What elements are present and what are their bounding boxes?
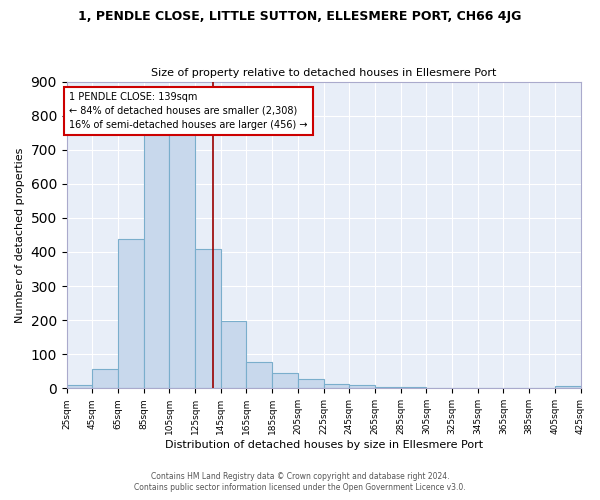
Bar — [272, 374, 298, 388]
Title: Size of property relative to detached houses in Ellesmere Port: Size of property relative to detached ho… — [151, 68, 496, 78]
Bar — [298, 379, 323, 388]
Bar — [92, 368, 118, 388]
Bar — [169, 132, 195, 388]
Text: 1 PENDLE CLOSE: 139sqm
← 84% of detached houses are smaller (2,308)
16% of semi-: 1 PENDLE CLOSE: 139sqm ← 84% of detached… — [69, 92, 308, 130]
Bar — [67, 385, 92, 388]
Bar — [221, 321, 247, 388]
Bar — [375, 386, 401, 388]
Bar — [247, 362, 272, 388]
Y-axis label: Number of detached properties: Number of detached properties — [15, 148, 25, 322]
X-axis label: Distribution of detached houses by size in Ellesmere Port: Distribution of detached houses by size … — [164, 440, 482, 450]
Bar — [323, 384, 349, 388]
Bar — [144, 132, 169, 388]
Bar — [195, 250, 221, 388]
Bar — [349, 385, 375, 388]
Bar — [401, 387, 427, 388]
Text: 1, PENDLE CLOSE, LITTLE SUTTON, ELLESMERE PORT, CH66 4JG: 1, PENDLE CLOSE, LITTLE SUTTON, ELLESMER… — [79, 10, 521, 23]
Bar — [118, 239, 144, 388]
Bar — [555, 386, 581, 388]
Text: Contains HM Land Registry data © Crown copyright and database right 2024.
Contai: Contains HM Land Registry data © Crown c… — [134, 472, 466, 492]
